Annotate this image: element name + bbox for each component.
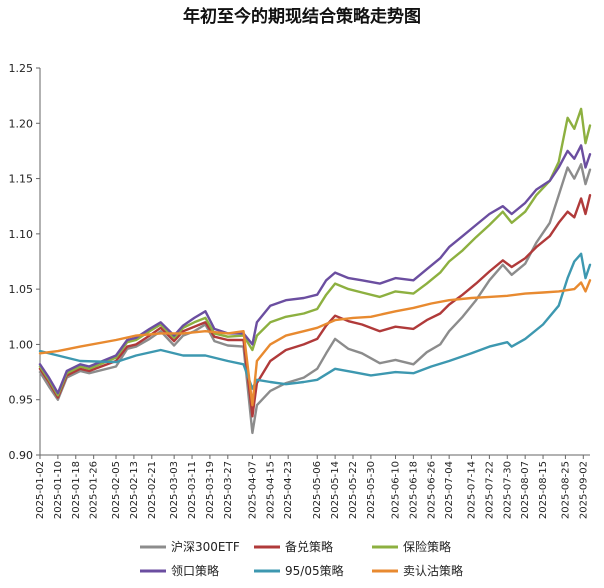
legend-item: 沪深300ETF xyxy=(140,540,240,554)
x-tick-label: 2025-02-13 xyxy=(129,461,140,519)
y-tick-label: 1.10 xyxy=(9,228,34,241)
series-line-5 xyxy=(38,279,592,407)
x-tick-label: 2025-03-11 xyxy=(187,461,198,519)
x-tick-label: 2025-07-04 xyxy=(444,461,455,519)
chart-title: 年初至今的期现结合策略走势图 xyxy=(183,6,421,27)
x-tick-label: 2025-01-18 xyxy=(71,461,82,519)
legend-label: 卖认沽策略 xyxy=(403,563,463,578)
x-tick-label: 2025-03-19 xyxy=(205,461,216,519)
x-tick-label: 2025-07-14 xyxy=(467,461,478,519)
legend-item: 卖认沽策略 xyxy=(372,563,463,578)
legend-label: 备兑策略 xyxy=(285,539,333,554)
x-tick-label: 2025-01-10 xyxy=(53,461,64,519)
y-tick-label: 1.05 xyxy=(9,283,34,296)
x-tick-label: 2025-07-22 xyxy=(484,461,495,519)
legend-label: 领口策略 xyxy=(171,563,219,578)
series-layer xyxy=(38,107,592,435)
x-tick-label: 2025-01-02 xyxy=(35,461,46,519)
x-tick-label: 2025-08-07 xyxy=(520,461,531,519)
x-axis: 2025-01-02 2025-01-10 2025-01-18 2025-01-26… xyxy=(35,454,590,519)
legend-item: 领口策略 xyxy=(140,563,219,578)
y-tick-label: 1.00 xyxy=(9,338,34,351)
y-tick-label: 0.95 xyxy=(9,394,34,407)
y-tick-label: 0.90 xyxy=(9,449,34,462)
x-tick-label: 2025-03-27 xyxy=(223,461,234,519)
x-tick-label: 2025-03-03 xyxy=(169,461,180,519)
x-tick-label: 2025-07-30 xyxy=(502,461,513,519)
x-tick-label: 2025-05-14 xyxy=(330,461,341,519)
y-tick-label: 1.25 xyxy=(9,62,34,75)
x-tick-label: 2025-04-07 xyxy=(247,461,258,519)
x-tick-label: 2025-04-15 xyxy=(265,461,276,519)
x-tick-label: 2025-01-26 xyxy=(89,461,100,519)
x-tick-label: 2025-06-18 xyxy=(408,461,419,519)
x-tick-label: 2025-08-15 xyxy=(538,461,549,519)
x-tick-label: 2025-05-22 xyxy=(348,461,359,519)
legend-item: 95/05策略 xyxy=(254,563,344,578)
y-axis: 0.90 0.95 1.00 1.05 1.10 1.15 1.20 1.25 xyxy=(9,62,41,462)
x-tick-label: 2025-06-26 xyxy=(426,461,437,519)
y-tick-label: 1.15 xyxy=(9,173,34,186)
series-line-3 xyxy=(38,144,592,395)
series-line-1 xyxy=(38,194,592,418)
legend-item: 备兑策略 xyxy=(254,539,333,554)
y-tick-label: 1.20 xyxy=(9,117,34,130)
x-tick-label: 2025-02-05 xyxy=(111,461,122,519)
legend-item: 保险策略 xyxy=(372,539,451,554)
x-tick-label: 2025-09-02 xyxy=(578,461,589,519)
series-line-0 xyxy=(38,163,592,435)
legend-label: 95/05策略 xyxy=(285,563,344,578)
x-tick-label: 2025-06-10 xyxy=(390,461,401,519)
x-tick-label: 2025-05-30 xyxy=(366,461,377,519)
legend-label: 沪深300ETF xyxy=(171,540,240,554)
x-tick-label: 2025-08-25 xyxy=(560,461,571,519)
x-tick-label: 2025-04-23 xyxy=(283,461,294,519)
x-tick-label: 2025-02-21 xyxy=(147,461,158,519)
series-line-2 xyxy=(38,107,592,397)
x-tick-label: 2025-05-06 xyxy=(312,461,323,519)
series-line-4 xyxy=(38,252,592,390)
legend-label: 保险策略 xyxy=(403,539,451,554)
